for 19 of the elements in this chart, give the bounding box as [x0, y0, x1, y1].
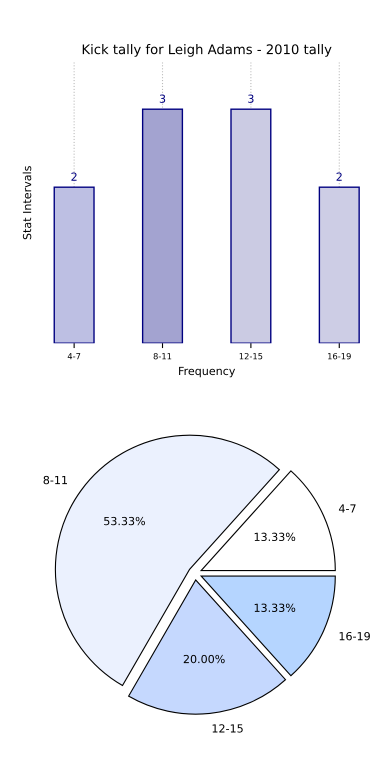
slice-label: 8-11	[44, 476, 67, 484]
y-axis-title: Stat Intervals	[22, 166, 32, 240]
data-label: 2	[336, 172, 342, 181]
chart-title: Kick tally for Leigh Adams - 2010 tally	[82, 44, 332, 57]
data-label: 20.00%	[184, 654, 225, 664]
data-label: 53.33%	[104, 516, 146, 526]
data-label: 3	[160, 94, 166, 103]
x-tick-label: 16-19	[328, 353, 351, 360]
x-tick-label: 4-7	[68, 353, 80, 360]
slice-label: 12-15	[212, 724, 243, 733]
slice-label: 4-7	[338, 504, 356, 513]
x-tick-label: 8-11	[154, 353, 172, 360]
data-label: 13.33%	[254, 532, 296, 542]
data-label: 2	[71, 172, 77, 181]
data-label: 13.33%	[254, 604, 296, 612]
x-axis-title: Frequency	[179, 366, 236, 378]
slice-label: 16-19	[340, 632, 370, 640]
x-tick-label: 12-15	[240, 353, 262, 360]
data-label: 3	[248, 94, 254, 103]
